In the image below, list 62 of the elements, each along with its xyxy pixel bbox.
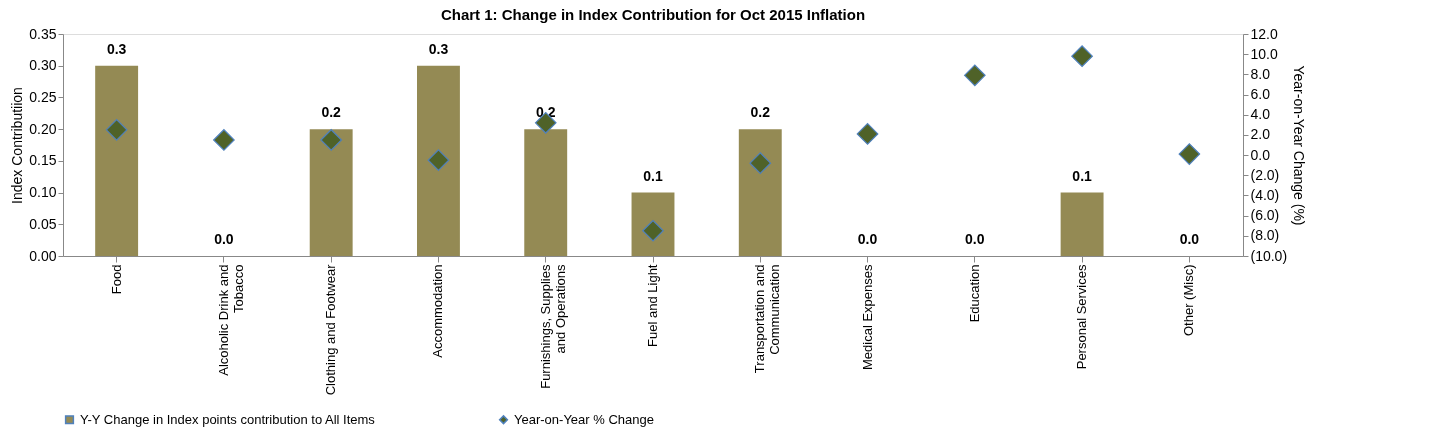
data-label: 0.0 — [965, 231, 985, 247]
data-label: 0.3 — [106, 40, 127, 57]
bar — [309, 129, 353, 256]
y-tick-label: 0.00 — [29, 247, 57, 264]
y2-tick-label: (2.0) — [1250, 166, 1280, 183]
x-tick-label: Other (Misc) — [1181, 264, 1197, 336]
bar — [738, 129, 782, 256]
y2-tick-label: 8.0 — [1250, 65, 1271, 82]
data-label: 0.3 — [428, 40, 449, 57]
y2-tick-label: 6.0 — [1250, 86, 1271, 103]
x-tick-label: Clothing and Footwear — [323, 263, 339, 396]
bar — [1060, 192, 1104, 256]
y-tick-label: 0.20 — [29, 120, 57, 137]
data-label: 0.0 — [214, 231, 234, 247]
y-tick-label: 0.25 — [29, 88, 57, 105]
y-tick-label: 0.35 — [29, 25, 57, 42]
bar — [524, 129, 568, 256]
x-tick-label: Medical Expenses — [859, 264, 875, 370]
chart-title: Chart 1: Change in Index Contribution for Oct 2015 Inflation — [440, 6, 866, 23]
y-axis-title: Index Contributiion — [9, 87, 26, 204]
y-tick-label: 0.05 — [29, 215, 57, 232]
y2-tick-label: (10.0) — [1250, 247, 1288, 264]
y2-tick-label: 12.0 — [1250, 25, 1278, 42]
point — [427, 149, 450, 171]
y2-tick-label: (6.0) — [1250, 207, 1280, 224]
data-label: 0.1 — [643, 167, 663, 184]
point — [320, 129, 343, 151]
legend-label: Year-on-Year % Change — [514, 411, 654, 427]
x-tick-label: Food — [108, 264, 124, 295]
y-tick-label: 0.15 — [29, 152, 57, 169]
bar — [417, 65, 460, 256]
legend-label: Y-Y Change in Index points contribution to All Items — [80, 411, 376, 427]
x-tick-label: Education — [966, 264, 982, 323]
y2-tick-label: (8.0) — [1250, 227, 1280, 244]
point — [749, 152, 772, 175]
point — [1178, 143, 1201, 165]
data-label: 0.0 — [1179, 231, 1200, 247]
data-label: 0.2 — [750, 104, 771, 121]
point — [856, 123, 879, 145]
bar — [631, 192, 675, 256]
x-tick-label: Personal Services — [1074, 264, 1090, 370]
y2-tick-label: 10.0 — [1250, 45, 1278, 62]
x-tick-label: Furnishings, Supplies and Operations — [537, 264, 568, 389]
point — [1071, 45, 1093, 68]
y-tick-label: 0.10 — [29, 184, 57, 201]
x-tick-label: Transportation and Communication — [752, 264, 783, 374]
y2-tick-label: 4.0 — [1250, 106, 1271, 123]
data-label: 0.2 — [321, 104, 342, 121]
x-tick-label: Fuel and Light — [645, 264, 660, 347]
y-tick-label: 0.30 — [29, 57, 57, 74]
point — [213, 129, 235, 151]
y2-tick-label: 2.0 — [1250, 126, 1271, 143]
data-label: 0.1 — [1072, 167, 1093, 184]
x-tick-label: Alcoholic Drink and Tobacco — [215, 264, 246, 376]
bar — [95, 65, 139, 256]
x-tick-label: Accommodation — [430, 264, 446, 358]
y2-tick-label: (4.0) — [1250, 186, 1280, 203]
data-label: 0.0 — [857, 231, 878, 247]
point — [963, 64, 986, 87]
y2-axis-title: Year-on-Year Change (%) — [1291, 65, 1308, 226]
y2-tick-label: 0.0 — [1250, 146, 1271, 163]
point — [105, 119, 128, 141]
